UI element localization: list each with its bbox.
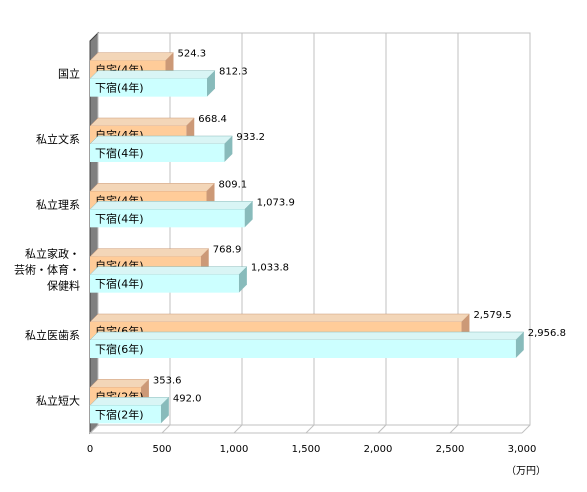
category-label: 私立理系: [36, 197, 80, 211]
bar-side: [206, 70, 215, 97]
category-label: 保健料: [47, 279, 80, 293]
bar-top: [89, 201, 254, 210]
x-tick-label: 0: [87, 444, 93, 455]
boarding-bar: 下宿(2年) 492.0: [89, 393, 202, 424]
bar-top: [89, 331, 525, 341]
bar-side: [244, 201, 253, 228]
x-tick-label: 500: [152, 444, 171, 455]
gridline-floor: [233, 424, 243, 434]
category-label: 芸術・体育・: [14, 263, 80, 277]
x-tick-label: 2,000: [364, 444, 393, 455]
data-label: 933.2: [236, 132, 265, 143]
gridline-floor: [449, 424, 459, 434]
data-label: 2,579.5: [473, 310, 511, 321]
bar-front: [90, 144, 225, 162]
gridline-floor: [377, 424, 387, 434]
x-tick-label: 1,000: [220, 444, 249, 455]
x-tick-label: 3,000: [508, 444, 537, 455]
x-tick-label: 1,500: [292, 444, 321, 455]
bar-side: [160, 397, 169, 424]
data-label: 492.0: [173, 393, 202, 404]
data-label: 812.3: [219, 67, 248, 78]
data-label: 1,033.8: [251, 263, 289, 274]
bar-series-label: 下宿(4年): [95, 277, 144, 291]
bar-side: [515, 332, 524, 358]
gridline-floor: [161, 424, 171, 434]
boarding-bar: 下宿(6年) 2,956.8: [89, 328, 566, 358]
data-label: 809.1: [219, 179, 248, 190]
category-label: 私立文系: [36, 132, 80, 146]
unit-label: （万円）: [506, 465, 546, 477]
data-label: 1,073.9: [257, 197, 295, 208]
bar-side: [238, 266, 247, 293]
bar-top: [89, 70, 216, 79]
boarding-bar: 下宿(4年) 812.3: [89, 67, 248, 97]
bar-top: [89, 313, 471, 323]
bar-series-label: 下宿(4年): [95, 146, 144, 160]
bar-series-label: 下宿(2年): [95, 407, 144, 421]
bar-series-label: 下宿(4年): [95, 211, 144, 225]
bar-front: [90, 274, 239, 293]
gridline-floor: [305, 424, 315, 434]
bar-series-label: 下宿(4年): [95, 81, 144, 95]
bar-top: [89, 183, 216, 192]
category-label: 国立: [58, 67, 80, 81]
bar-top: [89, 397, 170, 406]
bar-front: [90, 78, 207, 97]
data-label: 768.9: [213, 245, 242, 256]
x-tick-label: 2,500: [436, 444, 465, 455]
bar-series-label: 下宿(6年): [95, 342, 144, 356]
category-label: 私立医歯系: [25, 328, 80, 342]
bar-side: [224, 136, 233, 162]
data-label: 668.4: [198, 114, 227, 125]
bar-top: [89, 266, 248, 275]
category-label: 私立家政・: [25, 247, 80, 261]
bar-top: [89, 135, 233, 145]
category-label: 私立短大: [36, 393, 80, 407]
boarding-bar: 下宿(4年) 933.2: [89, 132, 265, 162]
bar-front: [90, 209, 245, 228]
gridline-floor: [521, 424, 531, 434]
bar-top: [89, 117, 195, 127]
bar-top: [89, 248, 210, 257]
bar-front: [90, 405, 161, 424]
gridline-floor: [89, 424, 99, 434]
bars: 自宅(4年)524.3下宿(4年)812.3自宅(4年)668.4下宿(4年)9…: [89, 49, 566, 424]
data-label: 353.6: [153, 375, 182, 386]
data-label: 524.3: [177, 49, 206, 60]
x-axis-ticks: 0 500 1,000 1,500 2,000 2,500 3,000: [87, 444, 537, 455]
bar-front: [90, 340, 516, 358]
boarding-bar: 下宿(4年) 1,033.8: [89, 263, 289, 293]
gridlines: [89, 33, 531, 434]
bar-top: [89, 379, 150, 388]
bar-top: [89, 52, 175, 61]
data-label: 2,956.8: [528, 328, 566, 339]
boarding-bar: 下宿(4年) 1,073.9: [89, 197, 295, 228]
